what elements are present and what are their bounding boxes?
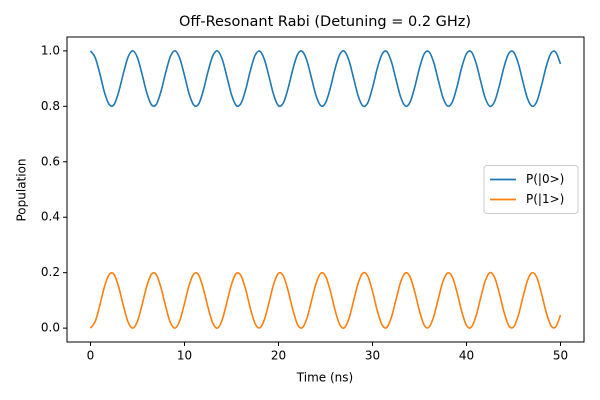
legend-label: P(|1>) xyxy=(526,192,564,206)
series-line xyxy=(89,271,562,329)
x-tick-label: 0 xyxy=(87,349,95,363)
x-tick-label: 40 xyxy=(459,349,474,363)
x-tick-label: 50 xyxy=(553,349,568,363)
x-tick-label: 30 xyxy=(365,349,380,363)
y-tick-label: 0.6 xyxy=(41,154,60,168)
legend-label: P(|0>) xyxy=(526,172,564,186)
series-line xyxy=(89,50,562,108)
y-tick-label: 0.2 xyxy=(41,265,60,279)
x-tick-label: 20 xyxy=(271,349,286,363)
x-tick-label: 10 xyxy=(177,349,192,363)
y-axis-label: Population xyxy=(15,158,29,221)
y-tick-label: 0.8 xyxy=(41,99,60,113)
y-tick-label: 1.0 xyxy=(41,43,60,57)
y-tick-label: 0.0 xyxy=(41,321,60,335)
chart-title: Off-Resonant Rabi (Detuning = 0.2 GHz) xyxy=(179,14,471,30)
legend-box xyxy=(483,165,579,214)
plot-frame xyxy=(66,36,585,343)
y-tick-label: 0.4 xyxy=(41,210,60,224)
x-axis-label: Time (ns) xyxy=(296,371,353,385)
